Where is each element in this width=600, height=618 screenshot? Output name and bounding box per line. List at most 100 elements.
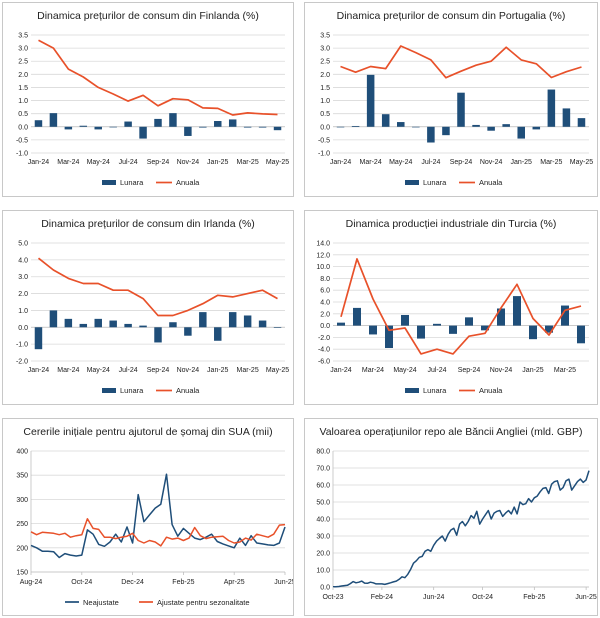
x-tick-label: Jul-24 (421, 159, 440, 166)
x-tick-label: Jun-25 (575, 594, 597, 601)
y-tick-label: 250 (16, 521, 28, 528)
x-tick-label: Jan-25 (207, 367, 229, 374)
bar (532, 126, 541, 130)
bar (412, 126, 420, 128)
bar (487, 126, 495, 131)
chart-turkey-industrial: Dinamica producției industriale din Turc… (316, 218, 589, 395)
bar (94, 318, 102, 328)
bar (79, 323, 88, 328)
x-tick-label: Mar-25 (237, 367, 259, 374)
series-line-anuala (37, 257, 278, 317)
x-tick-label: May-24 (87, 367, 110, 374)
x-tick-label: Sep-24 (450, 159, 473, 166)
bar (562, 108, 571, 127)
legend-label-ajustate: Ajustate pentru sezonalitate (157, 598, 250, 607)
x-tick-label: May-24 (393, 367, 416, 374)
x-tick-label: Jan-25 (511, 159, 533, 166)
y-tick-label: 3.0 (18, 274, 28, 281)
bar (449, 325, 457, 334)
bar (397, 122, 405, 127)
bar (243, 315, 252, 328)
y-tick-label: 3.0 (18, 46, 28, 53)
bar (577, 118, 586, 127)
legend-label-anuala: Anuala (176, 178, 200, 187)
x-tick-label: Jun-25 (274, 579, 293, 586)
bar (497, 308, 505, 326)
x-tick-label: Jan-25 (207, 159, 229, 166)
y-tick-label: 3.5 (18, 33, 28, 40)
y-tick-label: -1.0 (318, 151, 330, 158)
y-tick-label: 150 (16, 570, 28, 577)
y-tick-label: 1.0 (18, 98, 28, 105)
y-tick-label: 3.0 (320, 46, 330, 53)
x-tick-label: May-25 (570, 159, 593, 166)
x-tick-label: May-24 (87, 159, 110, 166)
x-tick-label: Apr-25 (224, 579, 245, 586)
x-tick-label: Nov-24 (490, 367, 513, 374)
chart-title: Dinamica prețurilor de consum din Portug… (337, 10, 566, 22)
y-tick-label: 30.0 (316, 534, 330, 541)
legend-label-anuala: Anuala (479, 386, 503, 395)
x-tick-label: Feb-24 (371, 594, 393, 601)
y-tick-label: -0.5 (16, 137, 28, 144)
bar (214, 121, 222, 127)
y-tick-label: 0.0 (320, 585, 330, 592)
y-tick-label: 8.0 (320, 276, 330, 283)
x-tick-label: Mar-24 (360, 159, 382, 166)
legend-swatch-lunara (102, 180, 116, 185)
y-tick-label: 40.0 (316, 517, 330, 524)
bar (547, 89, 556, 127)
bar (214, 327, 222, 341)
x-tick-label: Jul-24 (427, 367, 446, 374)
y-tick-label: 80.0 (316, 449, 330, 456)
bar (109, 126, 117, 128)
y-tick-label: 12.0 (316, 252, 330, 259)
x-tick-label: Mar-25 (554, 367, 576, 374)
y-tick-label: 2.0 (320, 72, 330, 79)
x-tick-label: Mar-25 (237, 159, 259, 166)
series-line-0 (333, 470, 590, 588)
y-tick-label: -2.0 (318, 335, 330, 342)
legend-label-lunara: Lunara (120, 178, 144, 187)
x-tick-label: Oct-23 (322, 594, 343, 601)
y-tick-label: 2.5 (18, 59, 28, 66)
bar (94, 126, 102, 130)
y-tick-label: 1.5 (320, 85, 330, 92)
x-tick-label: Aug-24 (20, 579, 43, 586)
bar (79, 125, 88, 127)
bar (228, 119, 237, 127)
chart-us-jobless-claims: Cererile inițiale pentru ajutorul de șom… (16, 426, 293, 607)
bar (139, 126, 147, 139)
series-line-1 (30, 518, 286, 547)
bar (369, 325, 377, 335)
x-tick-label: Oct-24 (472, 594, 493, 601)
bar (513, 296, 521, 326)
bar (49, 113, 58, 127)
bar (545, 325, 553, 333)
y-tick-label: 10.0 (316, 568, 330, 575)
bar (258, 320, 267, 328)
y-tick-label: 0.0 (320, 323, 330, 330)
y-tick-label: -1.0 (16, 151, 28, 158)
y-tick-label: 70.0 (316, 466, 330, 473)
bar (502, 124, 510, 127)
x-tick-label: Mar-24 (57, 367, 79, 374)
y-tick-label: -6.0 (318, 359, 330, 366)
x-tick-label: Mar-25 (540, 159, 562, 166)
legend-swatch-lunara (102, 388, 116, 393)
y-tick-label: 400 (16, 449, 28, 456)
y-tick-label: -1.0 (16, 342, 28, 349)
x-tick-label: Jan-24 (28, 367, 50, 374)
chart-ireland-cpi: Dinamica prețurilor de consum din Irland… (16, 218, 289, 395)
series-line-anuala (38, 39, 278, 116)
y-tick-label: 2.0 (18, 291, 28, 298)
legend-label-neajustate: Neajustate (83, 598, 119, 607)
x-tick-label: Oct-24 (71, 579, 92, 586)
chart-panel-us-jobless-claims: Cererile inițiale pentru ajutorul de șom… (2, 418, 294, 616)
chart-panel-finland-cpi: Dinamica prețurilor de consum din Finlan… (2, 2, 294, 197)
y-tick-label: 20.0 (316, 551, 330, 558)
bar (169, 322, 177, 328)
y-tick-label: 3.5 (320, 33, 330, 40)
y-tick-label: 0.5 (320, 111, 330, 118)
y-tick-label: 2.0 (18, 72, 28, 79)
